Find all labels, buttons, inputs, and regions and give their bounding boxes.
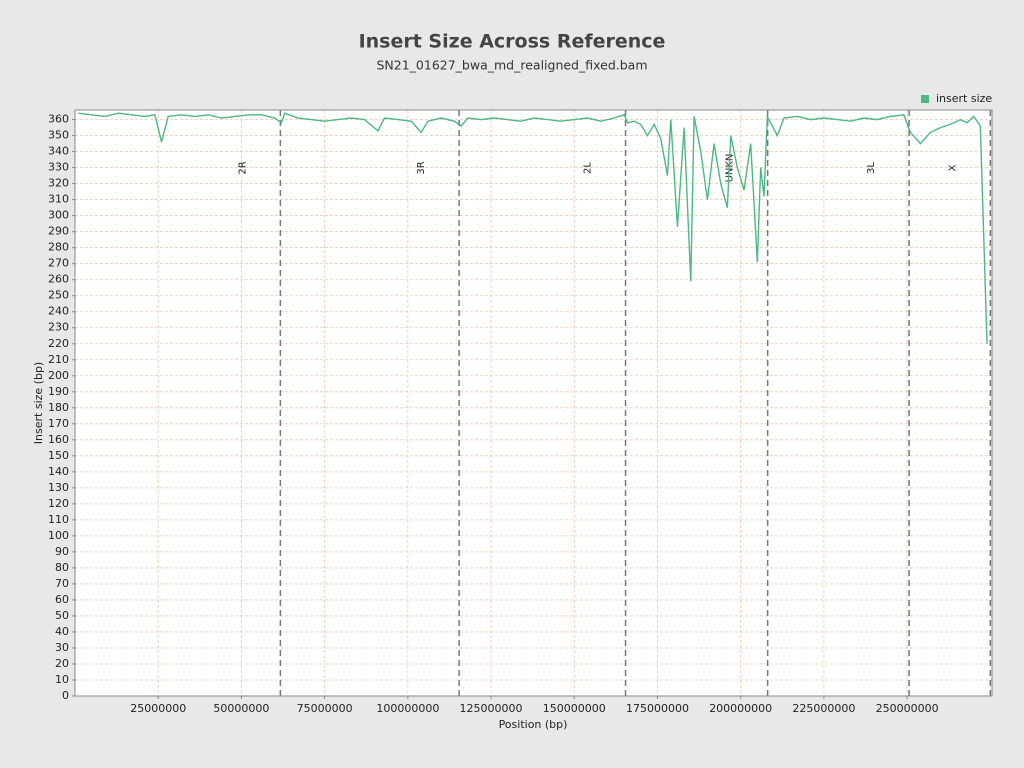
legend-label: insert size (936, 92, 992, 105)
y-tick-label: 220 (48, 337, 69, 350)
y-tick-label: 340 (48, 145, 69, 158)
y-tick-label: 60 (55, 593, 69, 606)
y-tick-label: 240 (48, 305, 69, 318)
x-tick-label: 75000000 (297, 702, 353, 715)
x-tick-label: 25000000 (130, 702, 186, 715)
legend-swatch (921, 95, 929, 103)
chromosome-label: 2R (237, 161, 248, 174)
x-tick-label: 175000000 (626, 702, 689, 715)
y-tick-label: 90 (55, 545, 69, 558)
y-tick-label: 130 (48, 481, 69, 494)
y-tick-label: 300 (48, 209, 69, 222)
x-tick-label: 250000000 (876, 702, 939, 715)
y-tick-label: 110 (48, 513, 69, 526)
y-tick-label: 260 (48, 273, 69, 286)
x-axis-label: Position (bp) (499, 718, 568, 731)
chromosome-label: 2L (583, 162, 594, 174)
y-tick-label: 230 (48, 321, 69, 334)
y-tick-label: 180 (48, 401, 69, 414)
y-tick-label: 270 (48, 257, 69, 270)
y-tick-label: 290 (48, 225, 69, 238)
chromosome-label: X (947, 164, 958, 171)
chart-title: Insert Size Across Reference (359, 31, 666, 53)
y-tick-label: 120 (48, 497, 69, 510)
y-tick-label: 70 (55, 577, 69, 590)
y-tick-label: 140 (48, 465, 69, 478)
y-tick-label: 280 (48, 241, 69, 254)
y-tick-label: 150 (48, 449, 69, 462)
y-tick-label: 190 (48, 385, 69, 398)
y-tick-label: 100 (48, 529, 69, 542)
plot-border (74, 109, 993, 697)
plot-area (75, 110, 992, 696)
y-tick-label: 360 (48, 113, 69, 126)
y-tick-label: 170 (48, 417, 69, 430)
y-tick-label: 50 (55, 609, 69, 622)
y-tick-label: 160 (48, 433, 69, 446)
legend: insert size (921, 92, 992, 105)
x-tick-label: 200000000 (709, 702, 772, 715)
y-tick-label: 330 (48, 161, 69, 174)
chromosome-label: UNKN (725, 154, 736, 183)
y-tick-label: 40 (55, 625, 69, 638)
x-tick-label: 50000000 (213, 702, 269, 715)
chromosome-label: 3R (416, 161, 427, 174)
y-tick-label: 30 (55, 641, 69, 654)
y-tick-label: 80 (55, 561, 69, 574)
x-tick-label: 100000000 (376, 702, 439, 715)
y-tick-label: 320 (48, 177, 69, 190)
y-tick-label: 250 (48, 289, 69, 302)
y-tick-label: 200 (48, 369, 69, 382)
series-line (78, 112, 988, 344)
x-tick-label: 150000000 (543, 702, 606, 715)
y-tick-label: 310 (48, 193, 69, 206)
chromosome-label: 3L (866, 162, 877, 174)
chart-subtitle: SN21_01627_bwa_md_realigned_fixed.bam (376, 58, 647, 73)
y-tick-label: 20 (55, 657, 69, 670)
y-axis-label: Insert size (bp) (32, 362, 45, 444)
x-tick-label: 125000000 (460, 702, 523, 715)
x-tick-label: 225000000 (792, 702, 855, 715)
y-tick-label: 210 (48, 353, 69, 366)
y-tick-label: 0 (62, 689, 69, 702)
marks: 2R 3R 2L UNKN 3L X (78, 110, 992, 696)
y-tick-label: 350 (48, 129, 69, 142)
grid: 0 10 20 30 40 50 60 70 80 90 100 110 120 130 140 150 160… (48, 110, 992, 715)
y-tick-label: 10 (55, 673, 69, 686)
